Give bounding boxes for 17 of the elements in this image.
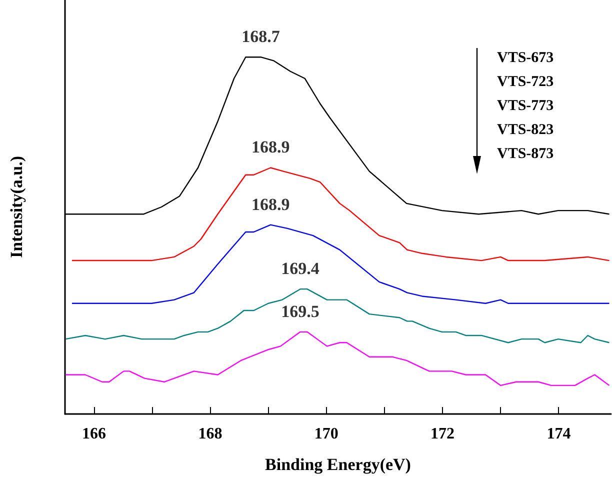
annotation: 169.5 [281,302,320,321]
x-axis-title: Binding Energy(eV) [265,455,411,474]
annotation: 168.7 [242,27,280,46]
annotation: 169.4 [281,259,320,278]
annotation: 168.9 [251,194,290,214]
y-axis-title: Intensity(a.u.) [7,156,26,258]
x-tick-label: 170 [314,426,338,442]
annotation: VTS-673 [497,49,554,68]
x-tick-label: 168 [198,426,222,442]
annotation: 168.9 [251,138,290,157]
annotation: VTS-823 [497,121,554,140]
x-tick-label: 172 [430,426,455,442]
annotation: VTS-723 [497,73,554,92]
x-tick-label: 174 [546,426,571,442]
annotation: VTS-773 [497,97,554,116]
annotation: VTS-873 [497,145,554,164]
x-tick-label: 166 [82,426,106,442]
